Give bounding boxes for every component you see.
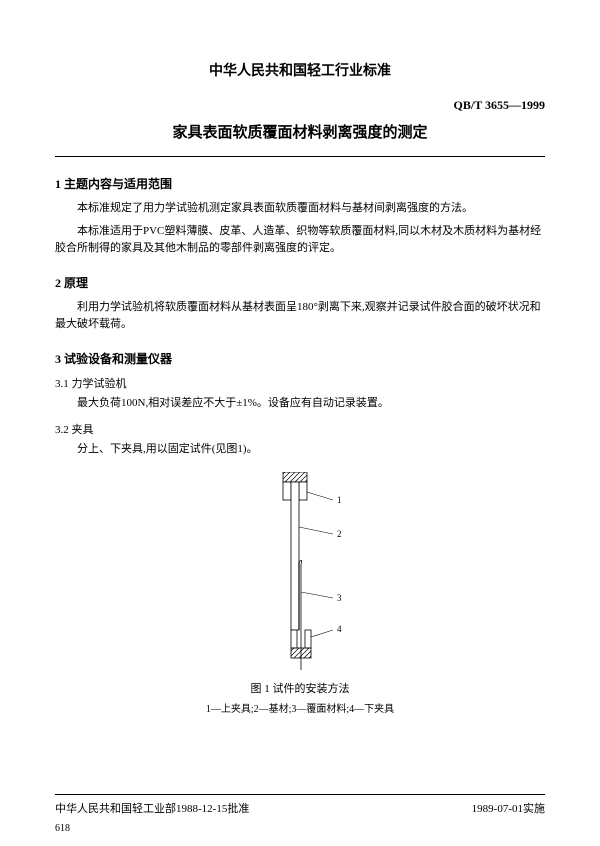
page-footer: 中华人民共和国轻工业部1988-12-15批准 1989-07-01实施: [55, 794, 545, 816]
document-title: 家具表面软质覆面材料剥离强度的测定: [55, 121, 545, 142]
figure-label-2: 2: [337, 529, 342, 539]
fixture-diagram: 1 2 3 4: [225, 472, 375, 672]
figure-legend: 1—上夹具;2—基材;3—覆面材料;4—下夹具: [55, 700, 545, 715]
section-3-2-para: 分上、下夹具,用以固定试件(见图1)。: [55, 441, 545, 459]
figure-label-4: 4: [337, 624, 342, 634]
standard-code: QB/T 3655—1999: [55, 98, 545, 113]
org-header: 中华人民共和国轻工行业标准: [55, 60, 545, 80]
section-2-heading: 2 原理: [55, 274, 545, 291]
figure-label-3: 3: [337, 593, 342, 603]
section-1-para-1: 本标准规定了用力学试验机测定家具表面软质覆面材料与基材间剥离强度的方法。: [55, 200, 545, 218]
section-3-1-heading: 3.1 力学试验机: [55, 375, 545, 391]
footer-separator: [55, 794, 545, 795]
approval-info: 中华人民共和国轻工业部1988-12-15批准: [55, 800, 249, 816]
section-3-heading: 3 试验设备和测量仪器: [55, 350, 545, 367]
page-number: 618: [55, 823, 70, 834]
implementation-date: 1989-07-01实施: [472, 800, 545, 816]
section-1-para-2: 本标准适用于PVC塑料薄膜、皮革、人造革、织物等软质覆面材料,同以木材及木质材料…: [55, 223, 545, 258]
section-3-1-para: 最大负荷100N,相对误差应不大于±1%。设备应有自动记录装置。: [55, 395, 545, 413]
figure-1: 1 2 3 4 图 1 试件的安装方法 1—上夹具;2—基材;3—覆面材料;4—…: [55, 472, 545, 715]
title-separator: [55, 156, 545, 157]
section-2-para-1: 利用力学试验机将软质覆面材料从基材表面呈180°剥离下来,观察并记录试件胶合面的…: [55, 299, 545, 334]
figure-label-1: 1: [337, 495, 342, 505]
figure-caption: 图 1 试件的安装方法: [55, 680, 545, 696]
section-1-heading: 1 主题内容与适用范围: [55, 175, 545, 192]
section-3-2-heading: 3.2 夹具: [55, 421, 545, 437]
